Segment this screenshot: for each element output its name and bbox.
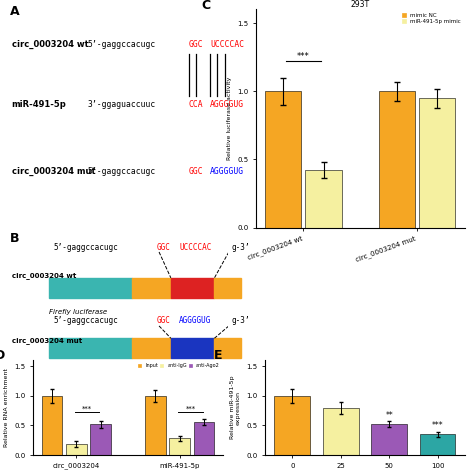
Bar xyxy=(132,338,171,358)
Text: GGC: GGC xyxy=(157,317,171,326)
Bar xyxy=(91,424,111,455)
Title: 293T: 293T xyxy=(351,0,370,9)
Text: 5’-gaggccacugc: 5’-gaggccacugc xyxy=(53,243,118,252)
Legend: Input, anti-IgG, anti-Ago2: Input, anti-IgG, anti-Ago2 xyxy=(137,363,220,369)
Text: Firefly luciferase: Firefly luciferase xyxy=(49,370,107,376)
Y-axis label: Relative miR-491-5p
expression: Relative miR-491-5p expression xyxy=(230,376,241,439)
Text: ***: *** xyxy=(297,52,310,61)
Text: circ_0003204 wt: circ_0003204 wt xyxy=(12,272,76,279)
Text: UCCCCAC: UCCCCAC xyxy=(210,40,245,49)
Text: GGC: GGC xyxy=(189,40,203,49)
Text: Firefly luciferase: Firefly luciferase xyxy=(49,310,107,315)
Bar xyxy=(372,424,407,455)
Text: AGGGGUG: AGGGGUG xyxy=(179,317,211,326)
Bar xyxy=(420,434,456,455)
Text: circ_0003204 mut: circ_0003204 mut xyxy=(12,167,95,176)
Y-axis label: Relative RNA enrichment: Relative RNA enrichment xyxy=(4,368,9,447)
Text: GGC: GGC xyxy=(189,167,203,176)
Bar xyxy=(193,422,214,455)
Text: A: A xyxy=(9,5,19,18)
Text: ***: *** xyxy=(82,406,92,412)
Text: g-3’: g-3’ xyxy=(231,317,249,326)
Legend: mimic NC, miR-491-5p mimic: mimic NC, miR-491-5p mimic xyxy=(401,12,462,25)
Text: 5’-gaggccacugc: 5’-gaggccacugc xyxy=(53,317,118,326)
Bar xyxy=(419,98,455,228)
Y-axis label: Relative luciferase activity: Relative luciferase activity xyxy=(227,77,231,160)
Text: circ_0003204 mut: circ_0003204 mut xyxy=(12,337,82,344)
Bar xyxy=(66,445,87,455)
Text: miR-491-5p: miR-491-5p xyxy=(12,100,66,109)
Bar xyxy=(49,278,132,298)
Text: AGGGGUG: AGGGGUG xyxy=(210,100,245,109)
Bar xyxy=(171,278,214,298)
Bar xyxy=(306,170,342,228)
Text: ***: *** xyxy=(432,421,444,430)
Text: CCA: CCA xyxy=(189,100,203,109)
Bar xyxy=(323,408,358,455)
Bar xyxy=(49,338,132,358)
Bar xyxy=(42,396,63,455)
Text: 5’-gaggccacugc: 5’-gaggccacugc xyxy=(88,167,156,176)
Bar xyxy=(265,91,301,228)
Text: UCCCCAC: UCCCCAC xyxy=(179,243,211,252)
Text: g-3’: g-3’ xyxy=(231,243,249,252)
Text: C: C xyxy=(202,0,211,11)
Text: AGGGGUG: AGGGGUG xyxy=(210,167,245,176)
Text: g-3’: g-3’ xyxy=(261,167,280,176)
Text: ***: *** xyxy=(185,406,196,412)
Text: B: B xyxy=(9,232,19,245)
Bar xyxy=(169,438,190,455)
Text: D: D xyxy=(0,349,6,362)
Bar xyxy=(379,91,415,228)
Text: E: E xyxy=(214,349,222,362)
Text: 5’-gaggccacugc: 5’-gaggccacugc xyxy=(88,40,156,49)
Text: a-5’: a-5’ xyxy=(261,100,280,109)
Text: 3’-ggaguaccuuc: 3’-ggaguaccuuc xyxy=(88,100,156,109)
Bar xyxy=(214,338,241,358)
Text: GGC: GGC xyxy=(157,243,171,252)
Bar xyxy=(171,338,214,358)
Text: circ_0003204 wt: circ_0003204 wt xyxy=(12,40,89,49)
Text: g-3’: g-3’ xyxy=(261,40,280,49)
Text: **: ** xyxy=(385,410,393,419)
Bar xyxy=(145,396,165,455)
Bar xyxy=(214,278,241,298)
Bar xyxy=(132,278,171,298)
Bar xyxy=(274,396,310,455)
